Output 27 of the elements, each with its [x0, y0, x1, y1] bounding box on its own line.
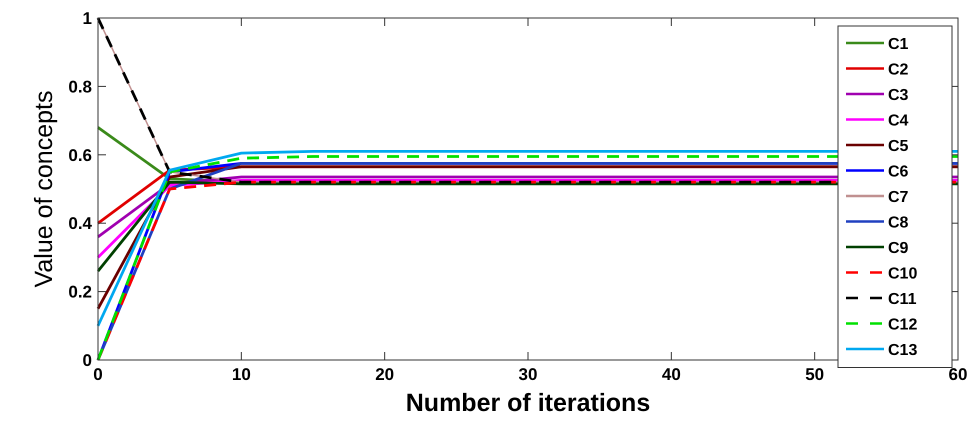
y-tick-label: 0.6	[68, 146, 92, 165]
x-tick-label: 50	[805, 365, 824, 384]
legend-label: C12	[888, 316, 918, 334]
legend-label: C8	[888, 214, 909, 232]
legend-label: C4	[888, 112, 909, 130]
x-tick-label: 20	[375, 365, 394, 384]
legend-label: C2	[888, 62, 909, 78]
legend-label: C3	[888, 87, 909, 104]
legend-label: C6	[888, 164, 909, 180]
x-tick-label: 40	[662, 365, 681, 384]
legend-label: C13	[888, 342, 918, 359]
legend-label: C7	[888, 189, 909, 206]
y-tick-label: 1	[82, 9, 92, 28]
y-tick-label: 0.8	[68, 77, 92, 96]
x-tick-label: 10	[232, 365, 251, 384]
legend-label: C11	[888, 291, 917, 308]
legend-label: C1	[888, 36, 909, 53]
legend-label: C5	[888, 138, 909, 155]
y-axis-title: Value of concepts	[30, 90, 58, 288]
y-tick-label: 0.2	[68, 282, 92, 302]
legend-label: C10	[888, 266, 918, 282]
y-tick-label: 0.4	[68, 214, 93, 234]
legend-label: C9	[888, 240, 909, 257]
x-axis-title: Number of iterations	[406, 389, 650, 417]
x-tick-label: 60	[948, 365, 968, 384]
x-tick-label: 30	[518, 365, 538, 384]
y-tick-label: 0	[82, 351, 92, 370]
